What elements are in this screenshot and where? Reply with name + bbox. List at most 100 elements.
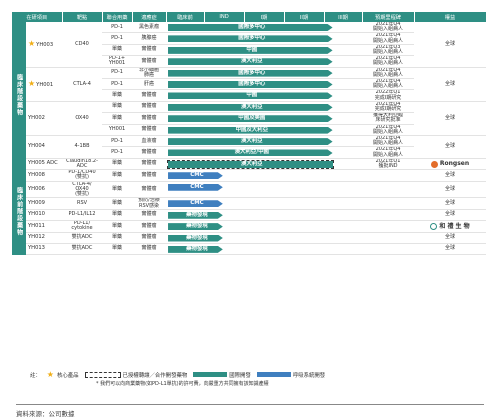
target-cell: 雙抗ADC [62,243,103,256]
indication-cell: 實體瘤 [132,243,167,256]
milestone-cell: 2021年Q3 開始入組病人 [362,44,415,57]
candidate-cell: YH011 [26,220,63,233]
rights-cell: 全球 [414,169,487,182]
indication-cell: 實體瘤 [132,55,167,68]
header-cell: I期 [244,12,285,22]
milestone-cell: 2021年Q1 獲批IND [362,158,415,171]
table-row: YH004 4-1BB PD-1 血液瘤 澳大利亞 2021年Q4 開始入組病人 全球 [12,135,487,159]
candidate-name: YH012 [28,234,45,241]
phase-bar-cell: 藥物發現 [166,209,363,222]
combo-cell: PD-1 [102,146,133,159]
table-row: YH001 實體瘤 中國及大利亞 2021年Q4 開始入組病人 [12,124,486,137]
progress-bar: 澳大利亞 [168,58,333,65]
group-label: 臨床前階段藥物 [15,186,23,236]
table-row: YH005 ADC Claudin18.2- ADC 單藥 實體瘤 澳大利亞 2021年Q… [12,158,487,171]
milestone-cell: 2021年Q4 開始入組病人 [362,67,415,80]
phase-bar-cell: 中國 [166,89,363,102]
phase-bar-cell: 國際多中心 [166,78,363,91]
legend-note: 註： [30,372,41,379]
combo-cell: PD-1+ YH001 [102,55,133,68]
phase-bar-cell: 澳大利亞 [166,158,363,171]
rights-cell: 全球 [414,243,487,256]
dashed-swatch [84,371,121,378]
legend-blue-item: 呼吸系統開發 [256,371,325,379]
rights-cell: Rongsen [414,158,487,171]
milestone-cell: 2021年Q4 開始入組病人 [362,146,415,159]
candidate-cell: ★YH003 [26,22,63,68]
table-row: YH010 PD-L1/IL12 單藥 實體瘤 藥物發現 全球 [12,209,487,222]
progress-bar: 國際多中心 [168,24,333,31]
phase-bar-cell: 中國及美國 [166,112,363,125]
phase-bar-cell: 澳大利亞 [166,55,363,68]
target-cell: PD-L1/ cytokine [62,220,103,233]
indication-cell: 實體瘤 [132,209,167,222]
source-note: 資料來源：公司數據 [16,404,484,418]
progress-bar: 國際多中心 [168,35,333,42]
phase-bar-cell: 藥物發現 [166,243,363,256]
milestone-cell [362,169,415,182]
candidate-name: YH004 [28,143,45,150]
phase-bar-cell: 藥物發現 [166,232,363,244]
candidate-name: YH009 [28,199,45,206]
table-row: 臨床階段藥物 ★YH003 CD40 PD-1 黑色素瘤 國際多中心 2021年Q4 開始入… [12,22,487,170]
indication-cell: 實體瘤 [132,220,167,233]
target-cell: CTLA-4 [62,67,103,102]
combo-cell: 單藥 [102,169,133,182]
group-label: 臨床階段藥物 [15,73,23,116]
combo-cell: 單藥 [102,89,133,102]
header-cell: 權益 [414,12,487,22]
progress-bar: 藥物發現 [168,223,223,230]
progress-bar: 澳大利亞/中國 [168,149,333,156]
progress-bar: 澳大利亞 [168,104,333,111]
header-cell: 在研項目 [12,12,63,22]
milestone-cell [362,197,415,210]
partner-logo-icon [430,160,438,168]
star-icon: ★ [46,370,54,379]
phase-bar-cell: 國際多中心 [166,67,363,80]
progress-bar: CMC [168,172,223,179]
rights-cell: 全球 [414,181,487,199]
indication-cell: 實體瘤 [132,158,167,171]
milestone-cell [362,209,415,222]
milestone-cell: 2021年Q4 開始入組病人 [362,32,415,45]
table-row: 單藥 實體瘤 中國 2022年Q1 完成I期研究 [12,89,486,102]
progress-bar: 中國 [168,92,333,99]
combo-cell: 單藥 [102,44,133,57]
progress-bar: 澳大利亞 [168,138,333,145]
candidate-cell: YH002 [26,101,63,137]
header-cell: 靶點 [62,12,103,22]
combo-cell: PD-1 [102,32,133,45]
indication-cell: 預防/治療 RSV感染 [132,197,167,210]
pipeline-table: 在研項目 靶點 聯合用藥 適應症 臨床前 IND I期 II期 III期 預期里… [12,12,487,256]
candidate-name: YH003 [36,41,54,48]
phase-bar-cell: 國際多中心 [166,22,363,34]
progress-bar: 藥物發現 [168,235,223,242]
target-cell: Claudin18.2- ADC [62,158,103,171]
candidate-name: YH013 [28,245,45,252]
header-cell: 臨床前 [166,12,205,22]
indication-cell: 實體瘤 [132,232,167,244]
phase-bar-cell: 藥物發現 [166,220,363,233]
target-cell: RSV [62,197,103,210]
phase-bar-cell: 澳大利亞 [166,101,363,114]
candidate-cell: ★YH001 [26,67,63,102]
progress-bar: CMC [168,200,223,207]
indication-cell: 非小細胞 肺癌 [132,67,167,80]
table-row: YH006 CTLA-4/ OX40 (雙抗) 單藥 實體瘤 CMC 全球 [12,181,487,199]
candidate-name: YH006 [28,185,45,192]
milestone-cell: 2022年Q1 完成I期研究 [362,89,415,102]
phase-bar-cell: CMC [166,181,363,199]
target-cell: 雙抗ADC [62,232,103,244]
table-row: ★YH001 CTLA-4 PD-1 非小細胞 肺癌 國際多中心 2021年Q4 開始入組… [12,67,487,102]
combo-cell: PD-1 [102,78,133,91]
indication-cell: 實體瘤 [132,112,167,125]
legend-green-label: 國際開發 [229,372,251,379]
partner-logo: 和 禮 生 物 [415,222,485,230]
table-row: PD-1+ YH001 實體瘤 澳大利亞 2021年Q4 開始入組病人 [12,55,486,68]
progress-bar: 澳大利亞 [167,159,334,169]
combo-cell: 單藥 [102,220,133,233]
rights-cell: 全球 [414,22,487,68]
combo-cell: 單藥 [102,232,133,244]
milestone-cell [362,232,415,244]
combo-cell: 單藥 [102,197,133,210]
